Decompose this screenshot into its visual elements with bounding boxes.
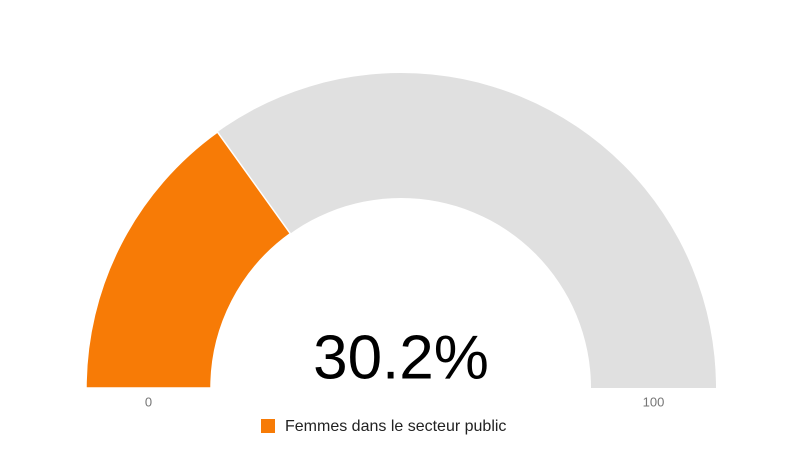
value-label: 30.2% xyxy=(313,323,489,392)
tick-label: 100 xyxy=(643,394,665,409)
legend-label: Femmes dans le secteur public xyxy=(285,418,506,435)
gauge-value xyxy=(85,130,292,389)
gauge-track xyxy=(86,73,716,388)
tick-label: 0 xyxy=(145,394,152,409)
legend-swatch xyxy=(261,419,275,433)
